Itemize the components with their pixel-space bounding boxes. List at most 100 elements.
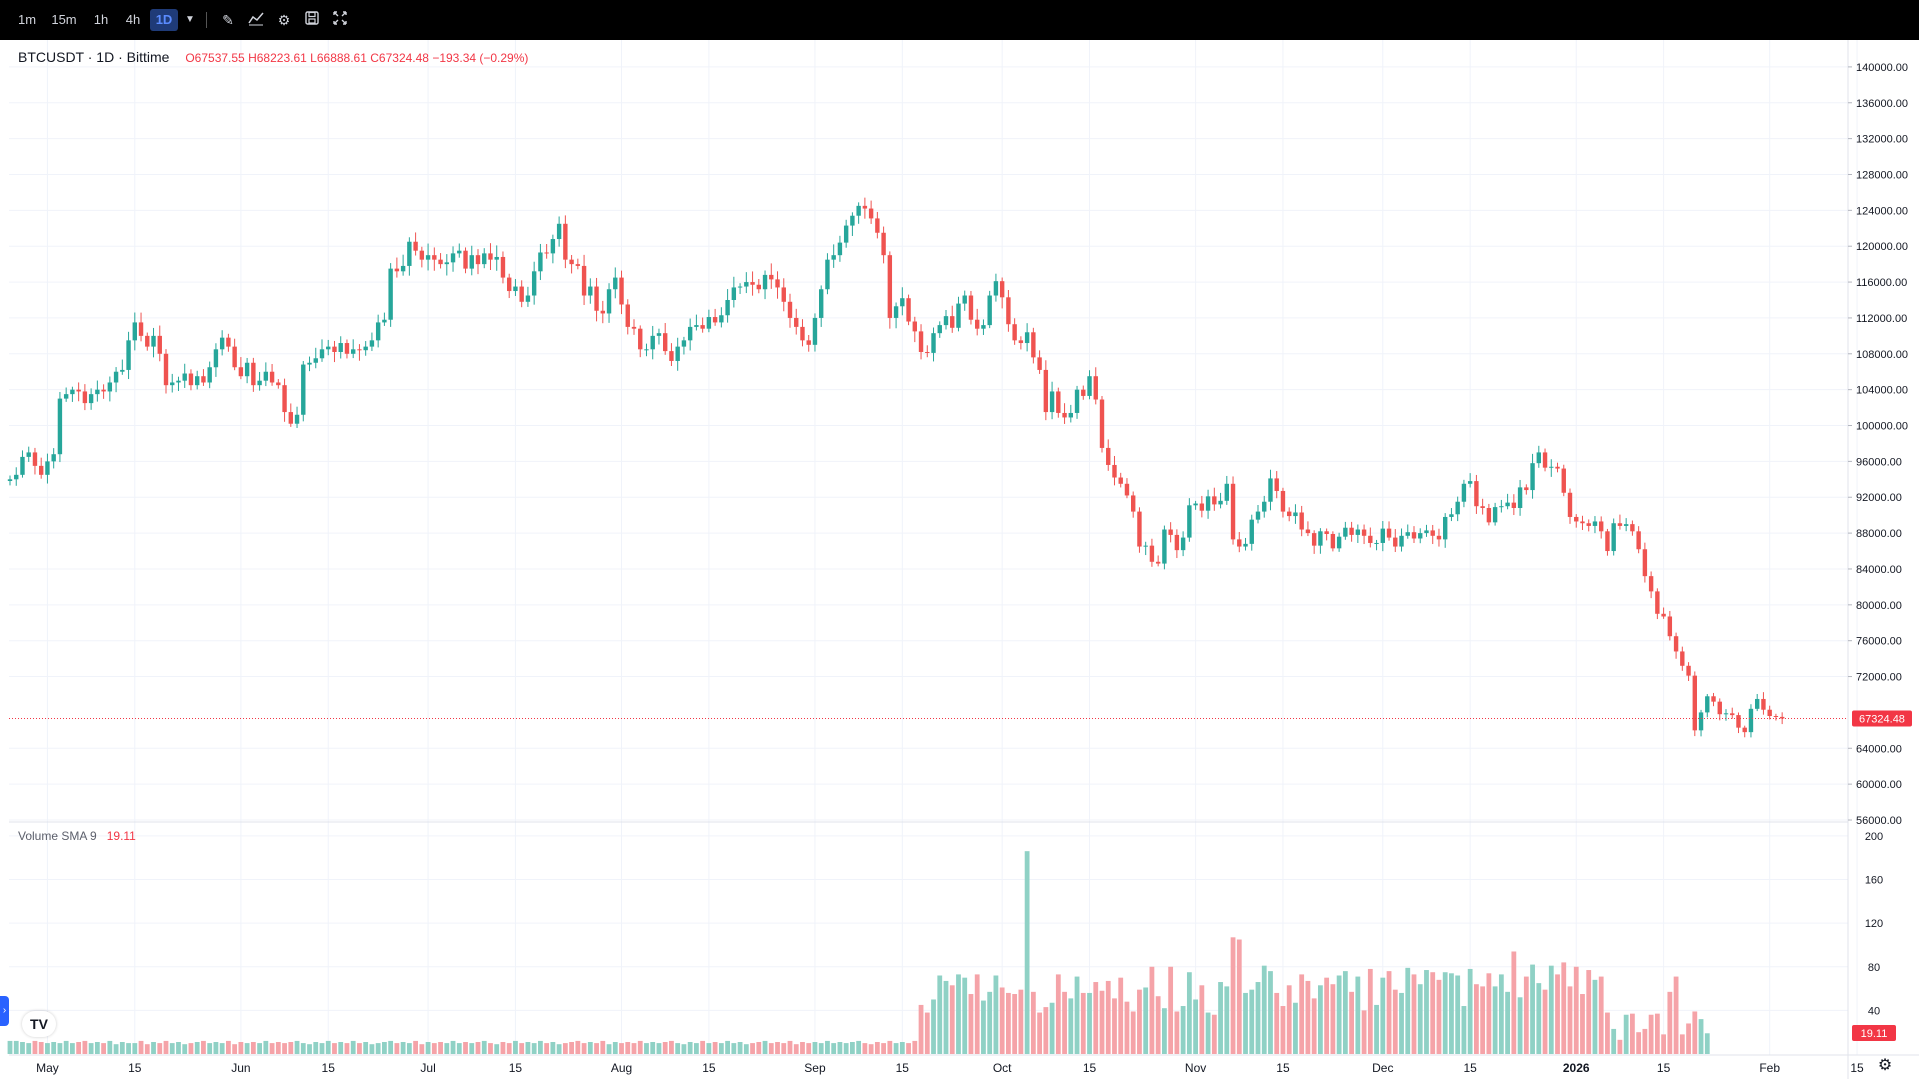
timeframe-1h-button[interactable]: 1h xyxy=(93,12,109,27)
volume-bar xyxy=(188,1043,194,1054)
timeframe-4h-button[interactable]: 4h xyxy=(125,12,141,27)
volume-axis[interactable]: 200 160 120 80 40 xyxy=(1865,831,1883,1017)
candle-body xyxy=(469,255,474,269)
volume-bar xyxy=(1137,989,1142,1054)
price-axis[interactable]: 140000.00 136000.00 132000.00 128000.00 1240… xyxy=(1848,62,1908,827)
volume-bar xyxy=(1386,971,1392,1054)
time-axis[interactable]: May 15 Jun 15 Jul 15 Aug 15 Sep 15 Oct 15 Nov 15 Dec 15… xyxy=(36,1061,1864,1075)
candle-body xyxy=(120,369,125,372)
save-icon[interactable] xyxy=(302,10,322,30)
volume-bar xyxy=(51,1042,57,1054)
volume-bar xyxy=(94,1042,100,1054)
candle-body xyxy=(88,394,94,404)
volume-bars xyxy=(7,851,1710,1054)
volume-bar xyxy=(1286,985,1292,1054)
volume-bar xyxy=(1193,999,1198,1054)
candle-body xyxy=(594,286,599,311)
volume-bar xyxy=(1561,962,1567,1054)
volume-bar xyxy=(981,1000,986,1054)
candle-body xyxy=(937,325,942,334)
volume-bar xyxy=(1367,968,1373,1054)
pen-icon[interactable]: ✎ xyxy=(222,12,234,28)
chevron-down-icon[interactable]: ▼ xyxy=(185,14,195,25)
candle-body xyxy=(351,349,356,354)
x-tick-label: 15 xyxy=(1463,1061,1477,1075)
volume-bar xyxy=(793,1044,799,1054)
candle-body xyxy=(269,371,275,383)
candle-body xyxy=(1405,532,1410,536)
timeframe-1m-button[interactable]: 1m xyxy=(17,12,37,27)
candle-body xyxy=(419,250,425,260)
candle-body xyxy=(675,346,680,361)
volume-bar xyxy=(1118,977,1124,1054)
x-tick-label: 15 xyxy=(128,1061,142,1075)
volume-bar xyxy=(463,1042,468,1054)
toolbar-divider xyxy=(206,12,207,28)
volume-bar xyxy=(7,1040,13,1054)
volume-bar xyxy=(1149,966,1155,1054)
volume-last-label: 19.11 xyxy=(1852,1025,1896,1041)
candle-body xyxy=(45,461,50,475)
candle-body xyxy=(294,414,300,424)
candle-body xyxy=(613,277,618,290)
volume-bar xyxy=(1349,991,1354,1054)
timeframe-1d-button[interactable]: 1D xyxy=(150,9,178,31)
candle-body xyxy=(1093,376,1098,400)
chart-settings-gear-icon[interactable]: ⚙ xyxy=(1877,1057,1893,1074)
volume-bar xyxy=(101,1043,106,1054)
volume-bar xyxy=(943,980,949,1054)
volume-bar xyxy=(1037,1012,1042,1054)
candle-body xyxy=(925,352,930,353)
volume-bar xyxy=(1542,989,1548,1054)
tradingview-logo[interactable]: TV xyxy=(22,1011,56,1037)
candle-body xyxy=(132,322,137,341)
candle-body xyxy=(1174,534,1180,551)
x-tick-label: 15 xyxy=(702,1061,716,1075)
candle-body xyxy=(463,250,468,269)
candle-body xyxy=(1280,490,1286,512)
line-chart-icon[interactable] xyxy=(246,10,266,30)
volume-bar xyxy=(201,1040,206,1054)
candle-body xyxy=(338,343,343,352)
volume-legend-label[interactable]: Volume SMA 9 xyxy=(18,829,97,843)
fullscreen-icon[interactable] xyxy=(330,10,350,30)
volume-bar xyxy=(1355,976,1361,1054)
candle-body xyxy=(544,252,549,254)
gear-icon[interactable]: ⚙ xyxy=(277,12,291,28)
candle-body xyxy=(1480,506,1485,508)
timeframe-15m-button[interactable]: 15m xyxy=(51,12,77,27)
volume-bar xyxy=(82,1040,88,1054)
volume-bar xyxy=(469,1043,475,1054)
x-tick-label: 15 xyxy=(1276,1061,1290,1075)
x-tick-label: Sep xyxy=(804,1061,826,1075)
x-tick-label: 15 xyxy=(322,1061,336,1075)
volume-bar xyxy=(1449,973,1454,1054)
volume-bar xyxy=(413,1040,418,1054)
volume-bar xyxy=(538,1040,543,1054)
candle-body xyxy=(887,255,893,318)
candle-body xyxy=(1605,531,1610,552)
volume-bar xyxy=(1074,976,1080,1054)
candle-body xyxy=(1436,535,1442,540)
candle-body xyxy=(1424,530,1429,534)
volume-bar xyxy=(1180,1006,1186,1054)
volume-bar xyxy=(1174,1011,1180,1054)
volume-bar xyxy=(1630,1013,1635,1054)
y-tick-label: 56000.00 xyxy=(1856,815,1902,827)
volume-bar xyxy=(650,1042,656,1054)
chart-area[interactable]: 140000.00 136000.00 132000.00 128000.00 1240… xyxy=(0,40,1919,1079)
y-tick-label: 60000.00 xyxy=(1856,779,1902,791)
volume-bar xyxy=(488,1043,493,1054)
left-panel-handle[interactable]: › xyxy=(0,996,9,1026)
volume-bar xyxy=(1255,982,1261,1054)
candle-body xyxy=(1143,545,1148,547)
volume-bar xyxy=(1442,972,1448,1054)
volume-bar xyxy=(519,1043,525,1054)
volume-bar xyxy=(694,1043,699,1054)
candle-body xyxy=(507,277,512,292)
candle-body xyxy=(238,367,244,377)
candle-body xyxy=(1243,543,1248,547)
volume-bar xyxy=(868,1044,874,1054)
symbol-title[interactable]: BTCUSDT · 1D · Bittime xyxy=(18,49,170,65)
candle-body xyxy=(1536,452,1541,464)
